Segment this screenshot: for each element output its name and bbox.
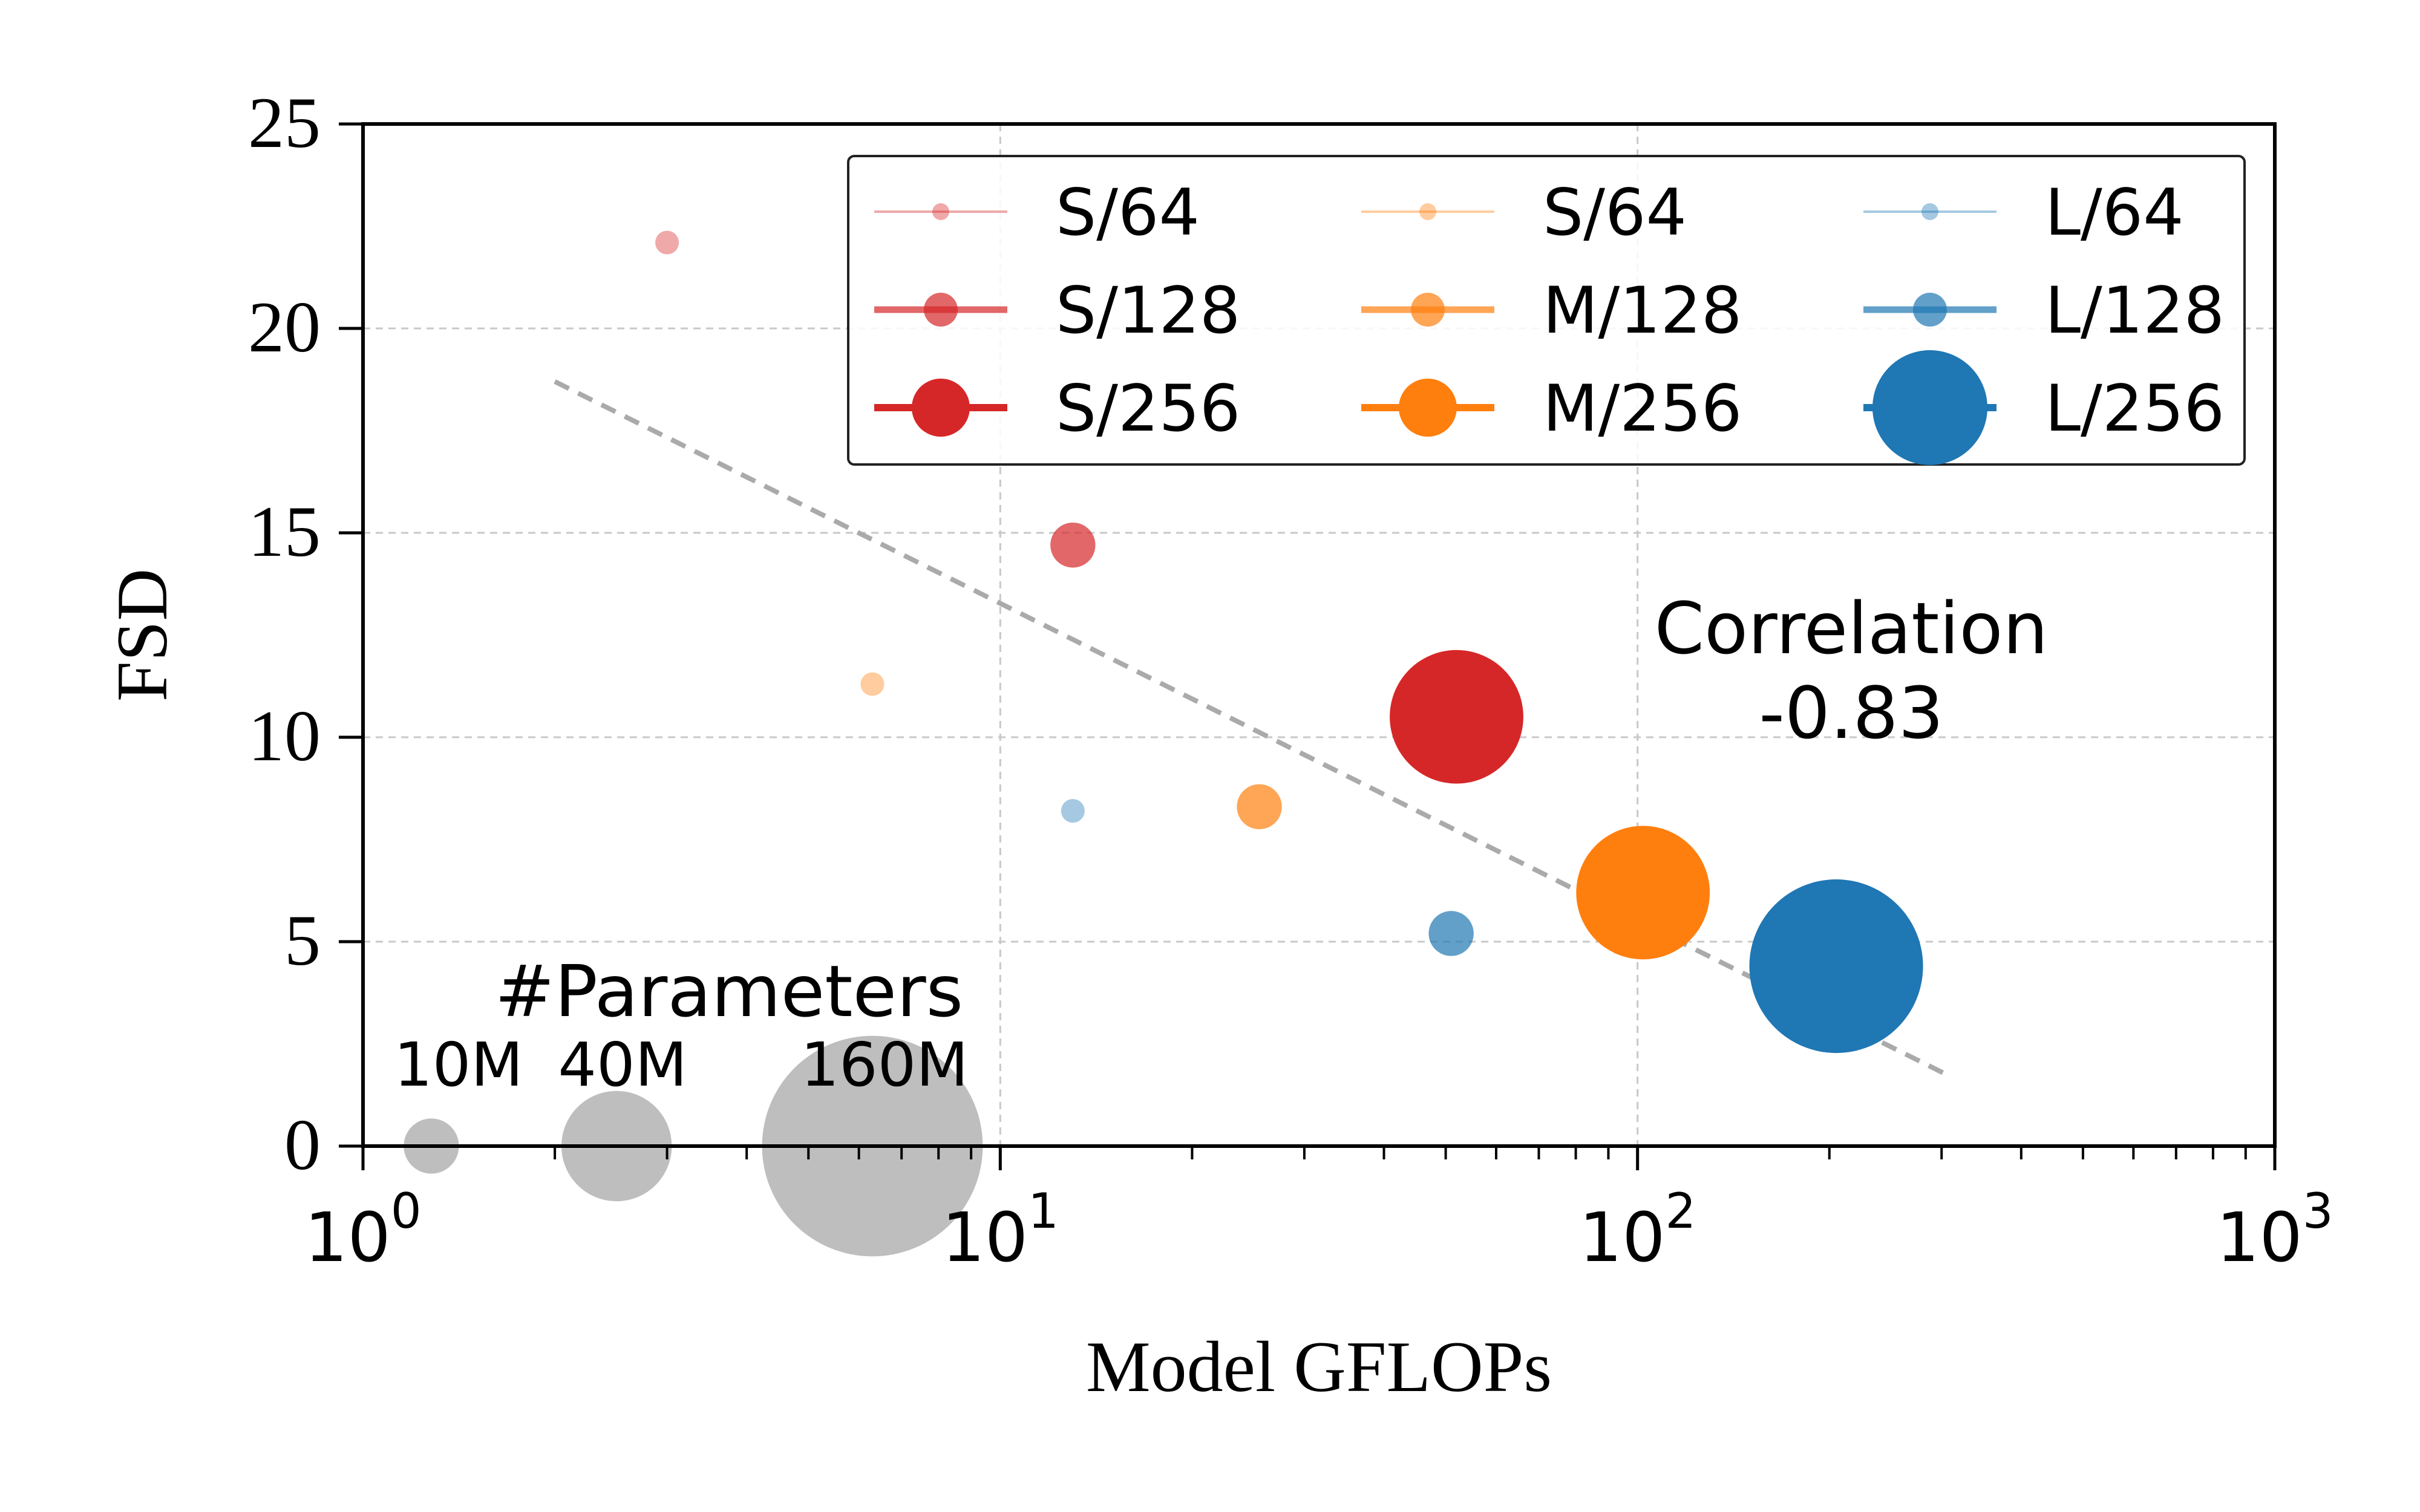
x-axis-label: Model GFLOPs [1086, 1326, 1552, 1407]
legend-label: L/256 [2045, 371, 2225, 446]
y-tick-label: 15 [248, 491, 321, 572]
legend-label: L/64 [2045, 175, 2184, 250]
data-point [1428, 911, 1474, 956]
data-point [1390, 650, 1523, 784]
legend-label: L/128 [2045, 273, 2225, 348]
legend-swatch-marker [1399, 379, 1457, 437]
legend-label: S/64 [1056, 175, 1200, 250]
plot-frame [361, 122, 2277, 1148]
x-tick-label: 102 [1579, 1183, 1696, 1277]
size-legend-label: 10M [394, 1029, 523, 1100]
x-tick-label: 100 [304, 1183, 421, 1277]
x-tick-exponent: 2 [1665, 1183, 1696, 1239]
legend-swatch-marker [1419, 203, 1436, 220]
legend-swatch-marker [1921, 203, 1938, 220]
data-point [1050, 523, 1096, 568]
legend-swatch-marker [1411, 293, 1445, 327]
legend-label: M/256 [1543, 371, 1742, 446]
size-legend-label: 40M [558, 1029, 687, 1100]
x-tick-exponent: 1 [1028, 1183, 1059, 1239]
data-point [1061, 799, 1085, 823]
y-tick-label: 10 [248, 696, 321, 776]
x-tick-base: 10 [2216, 1199, 2303, 1277]
y-tick-label: 25 [248, 82, 321, 163]
data-point [655, 230, 679, 255]
x-tick-base: 10 [1579, 1199, 1666, 1277]
legend-label: M/128 [1543, 273, 1742, 348]
x-tick-base: 10 [942, 1199, 1028, 1277]
legend-label: S/256 [1056, 371, 1240, 446]
correlation-value: -0.83 [1759, 671, 1943, 755]
legend: S/64 S/128 S/256 S/64 M/128 M/256 L/64 L/128 L/2… [847, 155, 2246, 466]
correlation-title: Correlation [1655, 587, 2049, 670]
data-point [1576, 826, 1710, 960]
data-point [860, 672, 885, 696]
x-tick-exponent: 3 [2303, 1183, 2333, 1239]
y-axis-label: FSD [102, 569, 182, 702]
x-tick-base: 10 [304, 1199, 391, 1277]
y-tick-label: 0 [284, 1104, 321, 1185]
x-tick-label: 103 [2216, 1183, 2333, 1277]
legend-label: S/64 [1543, 175, 1687, 250]
x-tick-exponent: 0 [391, 1183, 422, 1239]
x-tick-label: 101 [942, 1183, 1059, 1277]
legend-swatch-marker [1872, 350, 1987, 465]
y-axis-ticks: 0 5 10 15 20 25 [248, 82, 363, 1185]
size-legend-title: #Parameters [495, 950, 963, 1033]
legend-swatch-marker [912, 379, 970, 437]
legend-swatch-marker [932, 203, 949, 220]
data-point [1237, 784, 1282, 830]
legend-label: S/128 [1056, 273, 1240, 348]
y-tick-label: 5 [284, 900, 321, 980]
legend-swatch-marker [1913, 293, 1947, 327]
data-point [1749, 879, 1923, 1054]
y-tick-label: 20 [248, 287, 321, 367]
size-legend-label: 160M [800, 1029, 968, 1100]
x-axis-ticks: 100 101 102 103 [304, 1146, 2333, 1277]
data-points [655, 230, 1923, 1054]
legend-swatch-marker [924, 293, 958, 327]
